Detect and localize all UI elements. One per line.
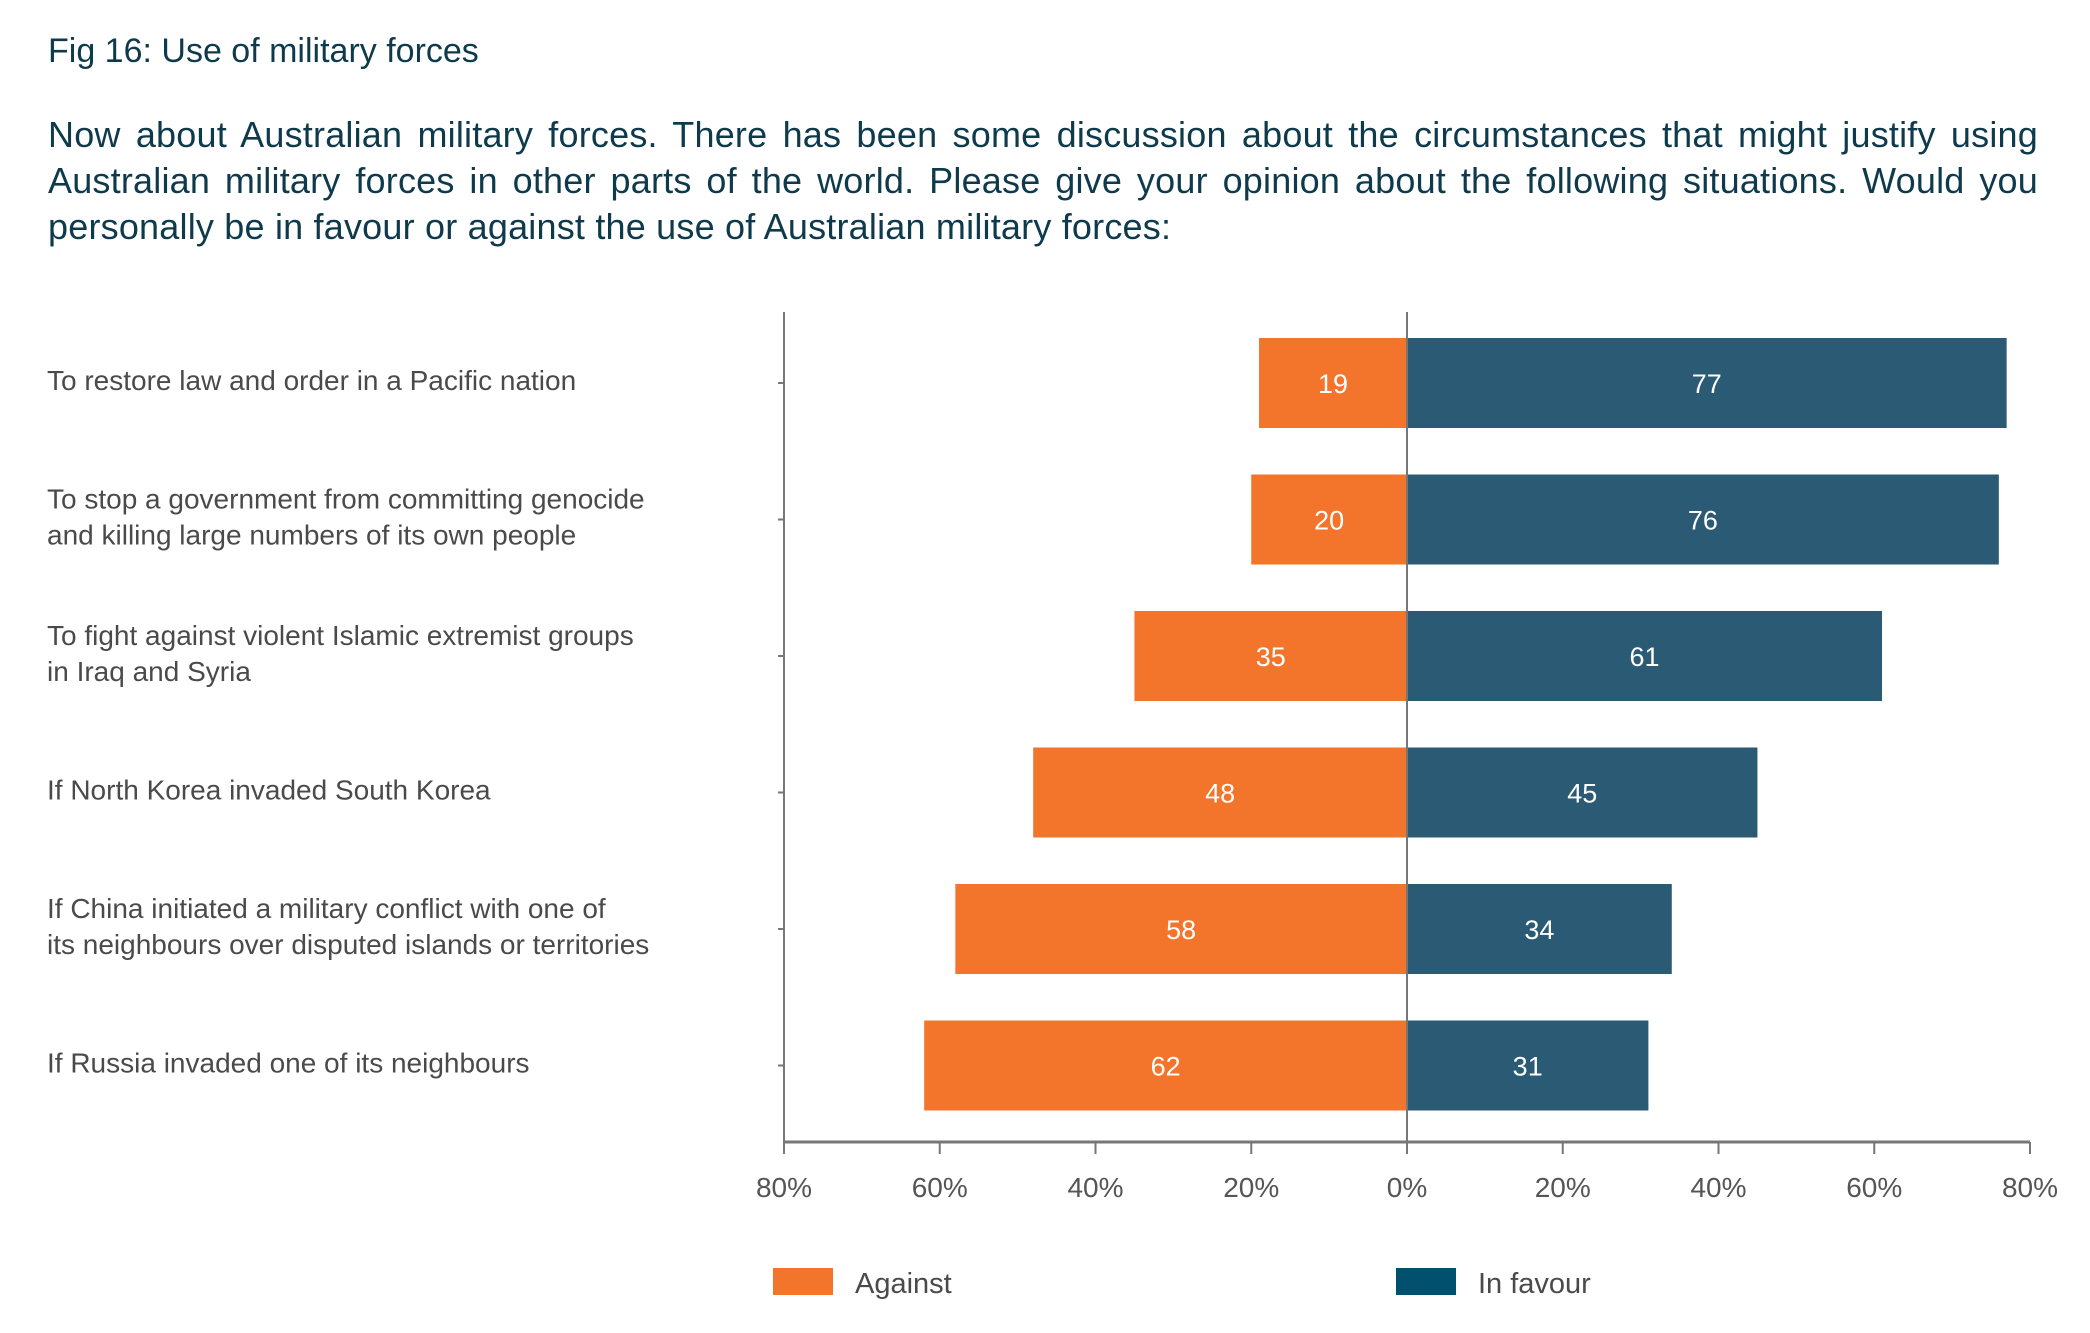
x-tick-label: 60% [912,1172,968,1203]
value-label-against: 35 [1256,642,1286,672]
bar-against [1259,338,1407,428]
category-label-line: To fight against violent Islamic extremi… [47,620,634,651]
bar-against [955,884,1407,974]
category-label-line: in Iraq and Syria [47,656,251,687]
category-label-line: If North Korea invaded South Korea [47,775,491,806]
legend-label-against: Against [855,1268,952,1300]
value-label-against: 58 [1166,915,1196,945]
value-label-in-favour: 61 [1629,642,1659,672]
category-label-line: and killing large numbers of its own peo… [47,520,576,551]
figure-title: Fig 16: Use of military forces [48,32,479,70]
category-label-line: To stop a government from committing gen… [47,484,645,515]
value-label-in-favour: 34 [1524,915,1554,945]
x-axis-ticks: 80% 60% 40% 20% 0% 20% 40% 60% 80% [756,1142,2058,1203]
x-tick-label: 20% [1223,1172,1279,1203]
category-label: If North Korea invaded South Korea [47,775,491,806]
value-label-in-favour: 76 [1688,506,1718,536]
category-label: If Russia invaded one of its neighbours [47,1048,530,1079]
bar-against [1134,611,1407,701]
x-tick-label: 80% [2002,1172,2058,1203]
legend-swatch-against [773,1268,833,1295]
survey-question: Now about Australian military forces. Th… [48,114,2038,247]
category-label-line: If China initiated a military conflict w… [47,893,606,924]
value-label-in-favour: 45 [1567,779,1597,809]
x-tick-label: 40% [1067,1172,1123,1203]
x-tick-label: 60% [1846,1172,1902,1203]
bar-against [924,1020,1407,1111]
category-label: To restore law and order in a Pacific na… [47,365,576,396]
x-tick-label: 0% [1387,1172,1427,1203]
bar-in-favour [1407,884,1672,974]
value-label-in-favour: 31 [1513,1052,1543,1082]
category-labels: To restore law and order in a Pacific na… [47,365,649,1079]
bar-against [1033,747,1407,838]
category-label: To stop a government from committing gen… [47,484,645,551]
legend: Against In favour [773,1268,1591,1300]
category-label-line: its neighbours over disputed islands or … [47,929,649,960]
bar-in-favour [1407,611,1883,701]
bar-in-favour [1407,1020,1649,1111]
legend-label-in-favour: In favour [1478,1268,1591,1300]
bars: 19 77 20 76 35 61 48 45 58 34 62 31 [924,338,2007,1111]
category-label-line: To restore law and order in a Pacific na… [47,365,576,396]
axes [778,312,2030,1144]
legend-swatch-in-favour [1396,1268,1456,1295]
value-label-against: 20 [1314,506,1344,536]
category-label-line: If Russia invaded one of its neighbours [47,1048,530,1079]
bar-against [1251,474,1407,565]
value-label-against: 62 [1151,1052,1181,1082]
x-tick-label: 80% [756,1172,812,1203]
value-label-in-favour: 77 [1692,369,1722,399]
value-label-against: 19 [1318,369,1348,399]
x-tick-label: 20% [1535,1172,1591,1203]
category-label: If China initiated a military conflict w… [47,893,649,960]
x-tick-label: 40% [1690,1172,1746,1203]
value-label-against: 48 [1205,779,1235,809]
bar-in-favour [1407,474,1999,565]
bar-in-favour [1407,338,2007,428]
bar-in-favour [1407,747,1758,838]
category-label: To fight against violent Islamic extremi… [47,620,634,687]
